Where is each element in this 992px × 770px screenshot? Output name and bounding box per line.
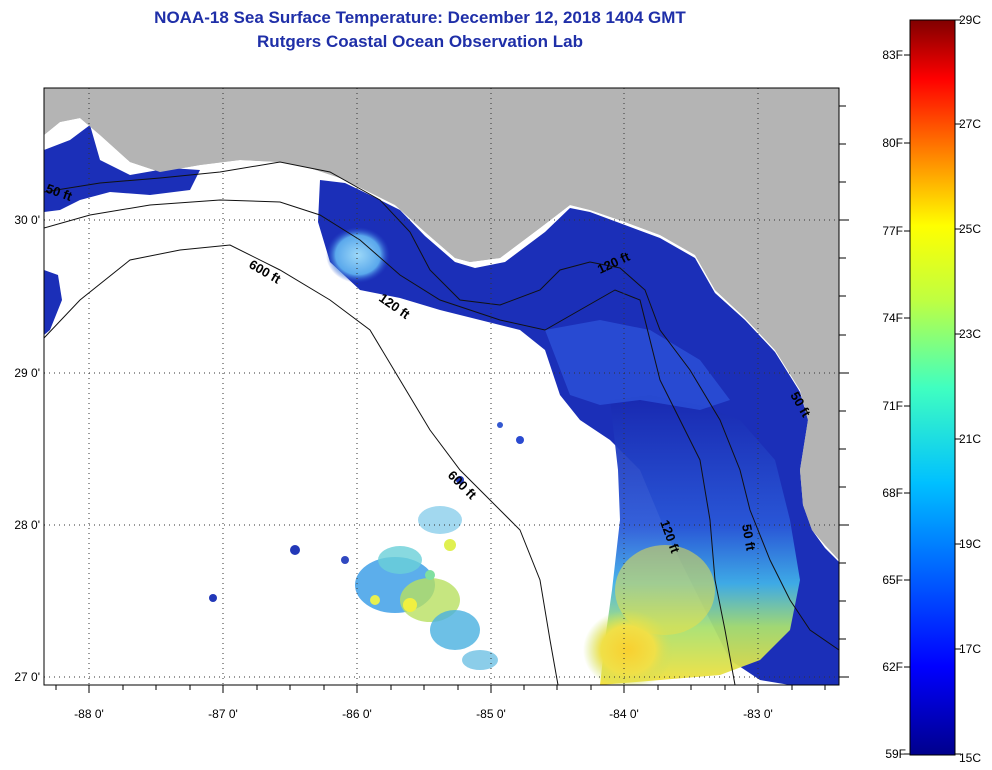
chart-title: NOAA-18 Sea Surface Temperature: Decembe… bbox=[154, 8, 686, 27]
depth-contours bbox=[44, 161, 839, 685]
coastal-water-west bbox=[44, 125, 200, 212]
map-frame bbox=[43, 87, 840, 686]
chart-subtitle: Rutgers Coastal Ocean Observation Lab bbox=[257, 32, 583, 51]
lat-label: 29 0' bbox=[14, 366, 40, 380]
lon-label: -87 0' bbox=[208, 707, 238, 721]
map-canvas: 50 ft 600 ft 120 ft 600 ft 120 ft 50 ft … bbox=[44, 88, 839, 685]
lon-label: -83 0' bbox=[743, 707, 773, 721]
lon-label: -85 0' bbox=[476, 707, 506, 721]
lon-label: -86 0' bbox=[342, 707, 372, 721]
axis-ticks bbox=[55, 105, 849, 693]
lon-label: -88 0' bbox=[74, 707, 104, 721]
contour-label: 50 ft bbox=[739, 523, 759, 553]
lon-label: -84 0' bbox=[609, 707, 639, 721]
offshore-sst-patches bbox=[209, 422, 524, 670]
lat-label: 28 0' bbox=[14, 518, 40, 532]
lat-label: 27 0' bbox=[14, 670, 40, 684]
lat-label: 30 0' bbox=[14, 213, 40, 227]
